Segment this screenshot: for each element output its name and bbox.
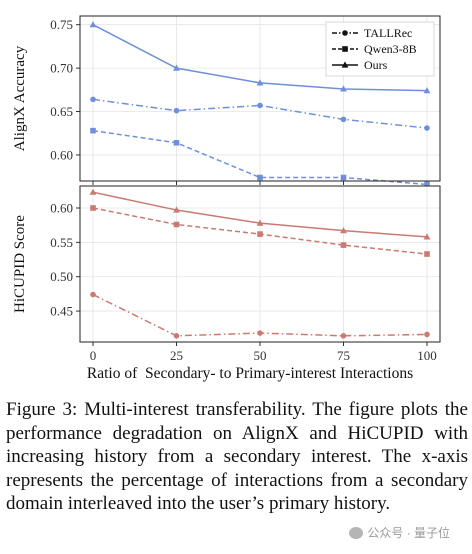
legend-marker (342, 46, 348, 52)
series-qwen3-8b (90, 205, 430, 257)
data-point (257, 231, 263, 237)
legend-label: Ours (364, 58, 388, 72)
legend-entry: Qwen3-8B (332, 42, 417, 56)
x-tick-label: 0 (90, 348, 97, 363)
y-tick-label: 0.65 (50, 104, 73, 119)
data-point (173, 221, 180, 228)
legend-entry: Ours (332, 58, 388, 72)
series-line (92, 98, 428, 129)
series-ours (89, 21, 431, 94)
series-tallrec (90, 96, 430, 131)
data-point (173, 64, 180, 71)
y-tick-label: 0.60 (50, 147, 73, 162)
legend-marker (341, 61, 349, 68)
data-point (423, 87, 431, 94)
series-line (92, 129, 428, 186)
legend-label: TALLRec (364, 26, 412, 40)
data-point (424, 181, 430, 188)
x-tick-label: 50 (254, 348, 267, 363)
y-tick-label: 0.55 (50, 235, 73, 250)
legend: TALLRec Qwen3-8B Ours (325, 21, 435, 77)
legend-label: Qwen3-8B (364, 42, 417, 56)
y-tick-label: 0.60 (50, 200, 73, 215)
data-point (173, 139, 180, 146)
legend-entry: TALLRec (332, 26, 412, 40)
data-point (257, 174, 263, 181)
data-point (340, 242, 347, 248)
data-point (340, 116, 347, 123)
y-tick-label: 0.50 (50, 269, 73, 284)
figure-charts: 0.60 0.65 0.70 0.75 AlignX Accuracy TALLRec Qw… (12, 15, 441, 382)
plot-frame (79, 15, 441, 182)
data-point (424, 125, 430, 131)
y-tick-label: 0.70 (50, 61, 73, 76)
y-tick-label: 0.75 (50, 17, 73, 32)
data-point (89, 188, 97, 195)
data-point (424, 331, 430, 338)
y-axis-label: AlignX Accuracy (12, 45, 28, 151)
plot-frame (79, 185, 441, 343)
series-tallrec (90, 291, 430, 339)
data-point (340, 333, 347, 339)
y-axis-label: HiCUPID Score (12, 215, 28, 313)
data-point (173, 107, 180, 114)
data-point (90, 291, 96, 298)
x-tick-label: 75 (337, 348, 350, 363)
data-point (89, 21, 97, 28)
watermark: 公众号 · 量子位 (345, 523, 454, 542)
data-point (257, 102, 263, 109)
data-point (424, 251, 430, 257)
data-point (340, 227, 347, 234)
data-point (423, 233, 431, 240)
data-point (90, 96, 96, 103)
data-point (90, 127, 96, 134)
wechat-icon (349, 526, 364, 539)
y-tick-label: 0.45 (50, 304, 73, 319)
legend-marker (342, 30, 348, 36)
chart-panel-2: 0.45 0.50 0.55 0.60 0 25 50 75 100 HiCUPID Score R… (12, 185, 441, 382)
data-point (256, 219, 264, 226)
data-point (257, 330, 263, 336)
series-qwen3-8b (90, 127, 430, 188)
data-point (173, 206, 180, 213)
data-point (90, 205, 96, 211)
data-point (340, 85, 347, 92)
x-axis-label: Ratio of Secondary- to Primary-interest … (87, 365, 413, 382)
data-point (256, 79, 264, 86)
x-tick-label: 25 (170, 348, 183, 363)
figure-caption: Figure 3: Multi-interest transferability… (6, 399, 468, 514)
watermark-text: 公众号 · 量子位 (367, 526, 450, 540)
chart-panel-1: 0.60 0.65 0.70 0.75 AlignX Accuracy TALLRec Qw… (12, 15, 441, 188)
series-ours (89, 188, 431, 240)
x-tick-label: 100 (417, 348, 437, 363)
data-point (340, 174, 347, 181)
data-point (173, 333, 180, 339)
